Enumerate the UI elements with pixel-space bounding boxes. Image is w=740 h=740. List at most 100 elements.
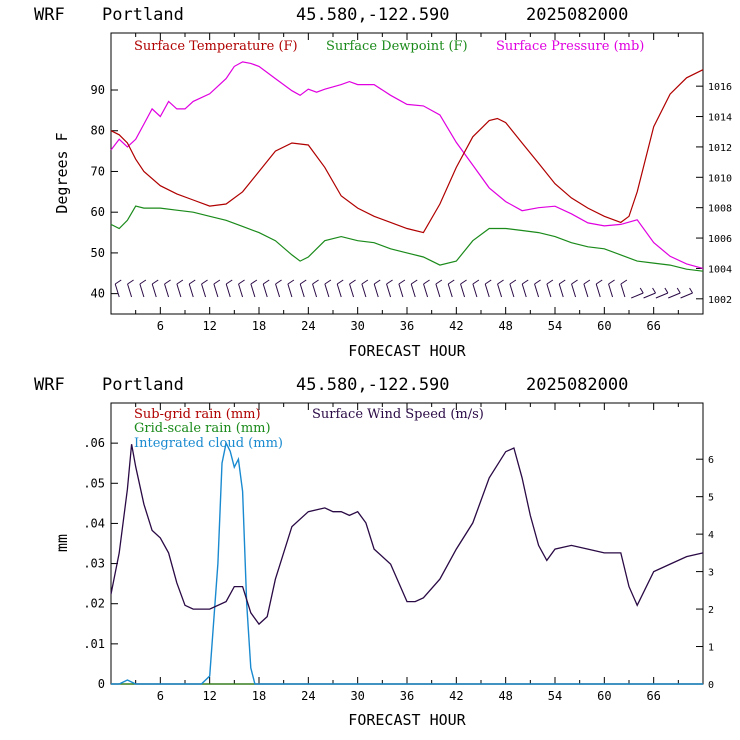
x-tick-label: 42: [449, 319, 463, 333]
wind-barbs: [114, 279, 693, 299]
x-tick-label: 54: [548, 319, 562, 333]
x-tick-label: 48: [498, 689, 512, 703]
wind-barb: [558, 279, 566, 298]
x-tick-label: 42: [449, 689, 463, 703]
series-surface-pressure-line: [110, 61, 704, 269]
y-tick-label: .02: [83, 597, 105, 611]
top-header-model: WRF: [34, 5, 65, 25]
wind-barb: [497, 279, 504, 298]
wind-barb: [151, 279, 159, 298]
bottom-axis-ticks: 6 12 18 24 30 36 42 48 54 60 660.01.02.03.04.05.06…: [83, 403, 714, 703]
wind-barb: [386, 279, 393, 298]
wind-barb: [176, 279, 184, 298]
y-tick-label: 40: [91, 287, 105, 301]
x-tick-label: 48: [498, 319, 512, 333]
wind-barb: [114, 279, 122, 298]
wind-barb: [373, 279, 381, 298]
x-tick-label: 36: [400, 689, 414, 703]
top-plot-frame: [110, 32, 704, 315]
wind-barb: [201, 279, 208, 298]
wind-barb: [250, 279, 258, 298]
wind-barb: [287, 279, 295, 298]
top-y-axis-label: Degrees F: [53, 132, 71, 213]
x-tick-label: 18: [252, 689, 266, 703]
legend-integrated-cloud: Integrated cloud (mm): [134, 436, 283, 451]
bottom-header-location: Portland: [102, 375, 184, 395]
x-tick-label: 54: [548, 689, 562, 703]
x-tick-label: 6: [157, 689, 164, 703]
wind-barb: [262, 279, 270, 298]
wind-barb: [398, 279, 406, 298]
legend-dewpoint: Surface Dewpoint (F): [326, 39, 468, 54]
wind-barb: [655, 287, 669, 299]
wind-barb: [460, 279, 467, 298]
bottom-x-axis-label: FORECAST HOUR: [348, 711, 466, 729]
y2-tick-label: 1008: [708, 204, 732, 215]
wind-barb: [643, 287, 656, 299]
y2-tick-label: 1016: [708, 82, 732, 93]
wind-barb: [336, 279, 344, 298]
y-tick-label: 60: [91, 205, 105, 219]
y2-tick-label: 1010: [708, 173, 732, 184]
bottom-y-axis-label: mm: [53, 534, 71, 552]
wind-barb: [349, 279, 356, 298]
x-tick-label: 60: [597, 319, 611, 333]
legend-subgrid-rain: Sub-grid rain (mm): [134, 407, 261, 422]
y-tick-label: .01: [83, 637, 105, 651]
wind-barb: [608, 279, 615, 298]
legend-wind-speed: Surface Wind Speed (m/s): [312, 407, 484, 422]
x-tick-label: 60: [597, 689, 611, 703]
legend-pressure: Surface Pressure (mb): [496, 39, 644, 54]
wind-barb: [546, 279, 554, 298]
series-wind-speed-line: [110, 444, 704, 626]
bottom-header-run: 2025082000: [526, 375, 628, 395]
wind-barb: [164, 279, 171, 298]
x-tick-label: 12: [202, 319, 216, 333]
wind-barb: [620, 279, 628, 298]
wind-barb: [275, 279, 282, 298]
x-tick-label: 30: [350, 319, 364, 333]
wind-barb: [583, 279, 591, 298]
top-x-axis-label: FORECAST HOUR: [348, 342, 466, 360]
wind-barb: [435, 279, 443, 298]
y2-tick-label: 2: [708, 605, 714, 616]
y-tick-label: 50: [91, 246, 105, 260]
y2-tick-label: 0: [708, 680, 714, 691]
wind-barb: [447, 279, 455, 298]
top-header-location: Portland: [102, 5, 184, 25]
y2-tick-label: 1004: [708, 264, 732, 275]
wind-barb: [188, 279, 196, 298]
y2-tick-label: 1: [708, 643, 714, 654]
x-tick-label: 30: [350, 689, 364, 703]
x-tick-label: 36: [400, 319, 414, 333]
bottom-header-coords: 45.580,-122.590: [296, 375, 450, 395]
y-tick-label: .04: [83, 516, 105, 530]
wind-barb: [139, 279, 147, 298]
y-tick-label: 0: [98, 677, 105, 691]
wind-barb: [312, 279, 319, 298]
x-tick-label: 12: [202, 689, 216, 703]
wind-barb: [668, 287, 681, 299]
series-integrated-cloud-line: [111, 440, 703, 685]
wind-barb: [534, 279, 541, 298]
y2-tick-label: 4: [708, 530, 714, 541]
wind-barb: [509, 279, 517, 298]
wind-barb: [127, 279, 134, 298]
y2-tick-label: 1006: [708, 234, 732, 245]
legend-temperature: Surface Temperature (F): [134, 39, 298, 54]
y-tick-label: 90: [91, 83, 105, 97]
series-surface-dewpoint-line: [110, 205, 704, 272]
top-panel-header: WRF Portland 45.580,-122.590 2025082000: [34, 5, 628, 25]
y2-tick-label: 1014: [708, 113, 732, 124]
y-tick-label: .06: [83, 436, 105, 450]
wind-barb: [238, 279, 245, 298]
top-header-run: 2025082000: [526, 5, 628, 25]
top-header-coords: 45.580,-122.590: [296, 5, 450, 25]
y2-tick-label: 3: [708, 568, 714, 579]
wind-barb: [571, 279, 578, 298]
wind-barb: [521, 279, 529, 298]
wind-barb: [595, 279, 603, 298]
y2-tick-label: 6: [708, 455, 714, 466]
x-tick-label: 24: [301, 689, 315, 703]
